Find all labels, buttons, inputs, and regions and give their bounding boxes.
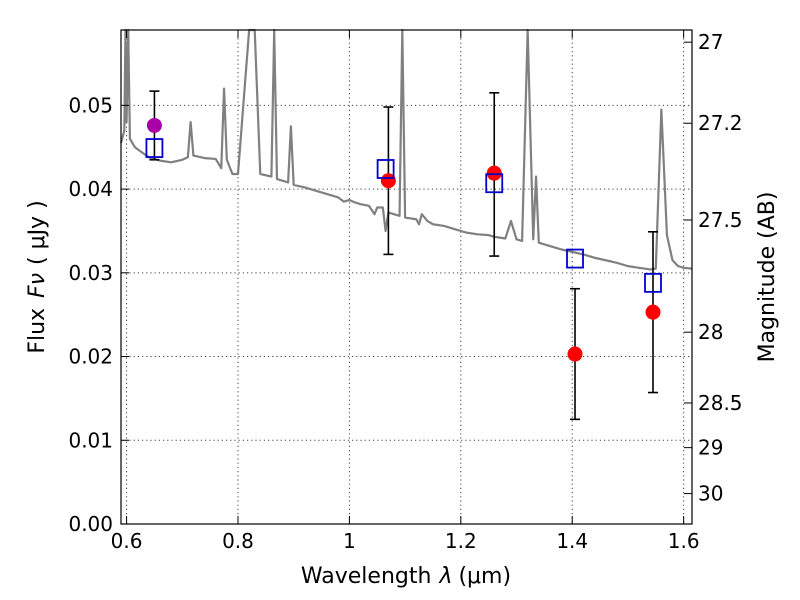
y-tick-label: 0.01 xyxy=(68,428,113,452)
magnitude-tick-label: 28 xyxy=(698,320,723,344)
magnitude-tick-label: 29 xyxy=(698,436,723,460)
y-tick-label: 0.04 xyxy=(68,177,113,201)
axis-ticks: 0.6 0.8 1 1.2 1.4 1.6 0.00 0.01 0.02 0.03 0.04 0.05… xyxy=(68,30,743,553)
magnitude-tick-label: 28.5 xyxy=(698,391,743,415)
plot-frame xyxy=(120,29,693,525)
y-tick-label: 0.00 xyxy=(68,512,113,536)
right-axis-title: Magnitude (AB) xyxy=(755,192,780,363)
photometry-point xyxy=(567,346,583,362)
y-axis-symbol: Fν xyxy=(25,273,50,298)
model-photometry-square xyxy=(376,159,395,179)
magnitude-tick-label: 27.5 xyxy=(698,208,743,232)
grid xyxy=(121,30,692,524)
x-tick-label: 0.6 xyxy=(111,529,143,553)
x-tick-label: 0.8 xyxy=(222,529,254,553)
y-axis-unit: ( μJy ) xyxy=(25,200,50,265)
photometry-point xyxy=(146,117,162,133)
x-tick-label: 1.2 xyxy=(445,529,477,553)
model-photometry-square xyxy=(566,248,584,269)
x-tick-label: 1.6 xyxy=(668,529,700,553)
x-tick-label: 1 xyxy=(343,529,356,553)
y-tick-label: 0.03 xyxy=(68,261,113,285)
y-axis-title: Flux Fν ( μJy ) xyxy=(25,200,50,353)
photometry-point xyxy=(486,165,502,181)
x-axis-label: Wavelength xyxy=(301,564,432,589)
photometry-point xyxy=(645,304,661,320)
y-tick-label: 0.02 xyxy=(68,345,113,369)
x-tick-label: 1.4 xyxy=(556,529,588,553)
model-photometry-square xyxy=(145,138,164,158)
magnitude-tick-label: 30 xyxy=(698,482,723,506)
magnitude-tick-label: 27.2 xyxy=(698,111,743,135)
model-photometry-square xyxy=(644,272,662,293)
x-axis-unit: (μm) xyxy=(458,564,511,589)
photometry-point xyxy=(380,173,396,189)
magnitude-tick-label: 27 xyxy=(698,30,723,54)
y-axis-label: Flux xyxy=(25,308,50,354)
x-axis-symbol: λ xyxy=(438,564,452,589)
model-photometry-square xyxy=(485,173,504,194)
y-tick-label: 0.05 xyxy=(68,93,113,117)
x-axis-title: Wavelength λ (μm) xyxy=(301,564,511,589)
data-points xyxy=(145,90,662,421)
